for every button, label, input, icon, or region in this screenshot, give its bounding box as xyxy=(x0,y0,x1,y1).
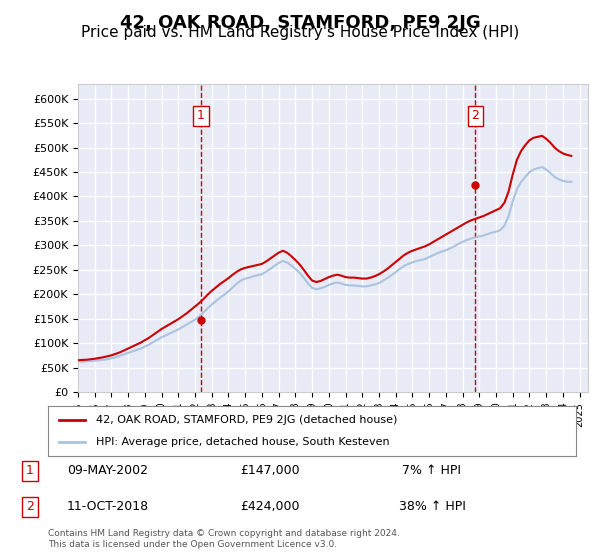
Text: Contains HM Land Registry data © Crown copyright and database right 2024.
This d: Contains HM Land Registry data © Crown c… xyxy=(48,529,400,549)
Text: 2: 2 xyxy=(472,109,479,122)
Text: 1: 1 xyxy=(26,464,34,477)
Text: 09-MAY-2002: 09-MAY-2002 xyxy=(67,464,149,477)
Text: 38% ↑ HPI: 38% ↑ HPI xyxy=(398,501,466,514)
Text: 7% ↑ HPI: 7% ↑ HPI xyxy=(403,464,461,477)
Text: 11-OCT-2018: 11-OCT-2018 xyxy=(67,501,149,514)
Text: 42, OAK ROAD, STAMFORD, PE9 2JG: 42, OAK ROAD, STAMFORD, PE9 2JG xyxy=(119,14,481,32)
Text: Price paid vs. HM Land Registry's House Price Index (HPI): Price paid vs. HM Land Registry's House … xyxy=(81,25,519,40)
Text: 42, OAK ROAD, STAMFORD, PE9 2JG (detached house): 42, OAK ROAD, STAMFORD, PE9 2JG (detache… xyxy=(95,415,397,425)
Text: 1: 1 xyxy=(197,109,205,122)
Text: 2: 2 xyxy=(26,501,34,514)
Text: £424,000: £424,000 xyxy=(240,501,300,514)
Text: £147,000: £147,000 xyxy=(240,464,300,477)
Text: HPI: Average price, detached house, South Kesteven: HPI: Average price, detached house, Sout… xyxy=(95,437,389,447)
